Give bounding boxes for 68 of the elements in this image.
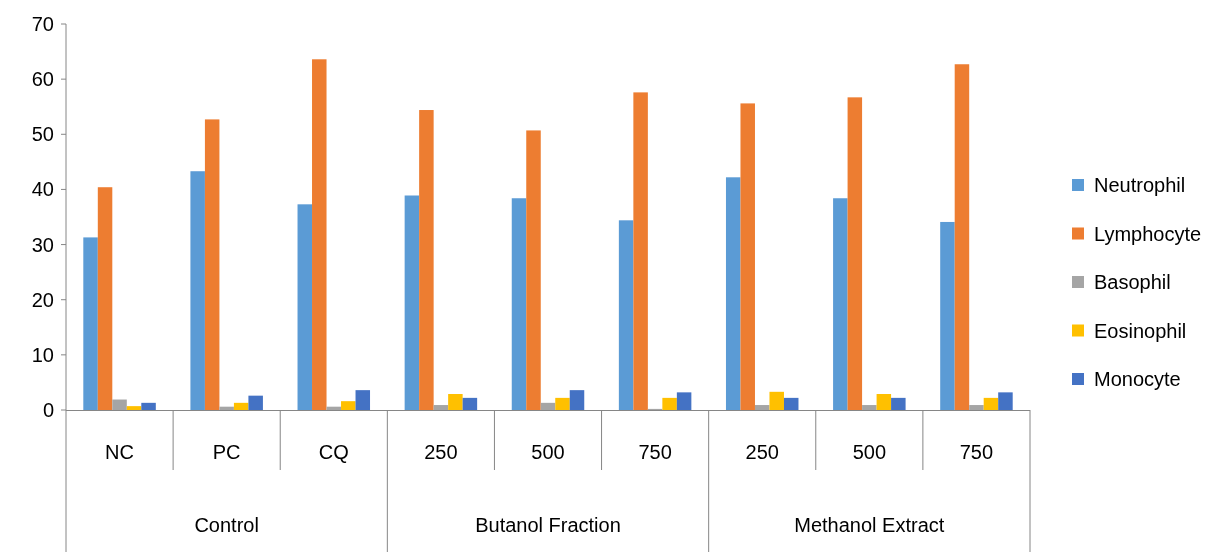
bar	[833, 198, 848, 410]
bar	[769, 391, 784, 410]
bar	[662, 397, 677, 410]
bar	[404, 195, 420, 410]
bar	[97, 187, 113, 410]
x-tick-label: 500	[531, 441, 565, 463]
bar	[341, 401, 356, 410]
bar	[725, 177, 741, 410]
x-tick-label: 250	[424, 441, 458, 463]
bar	[419, 110, 434, 410]
bar	[783, 397, 799, 410]
y-tick-label: 70	[31, 13, 54, 35]
x-tick-label: 250	[745, 441, 779, 463]
bar	[462, 397, 478, 410]
bar	[998, 392, 1013, 410]
bar	[754, 405, 770, 410]
bar	[112, 399, 127, 410]
x-tick-label: 500	[852, 441, 887, 463]
text: Butanol Fraction	[475, 514, 621, 536]
bar	[676, 392, 692, 410]
bar	[969, 405, 984, 410]
bar	[190, 171, 205, 410]
bar	[433, 405, 449, 410]
y-tick-label: 50	[31, 123, 54, 146]
x-tick-label: CQ	[318, 441, 349, 463]
bar	[954, 64, 970, 410]
text: Methanol Extract	[794, 514, 945, 536]
x-tick-label: PC	[212, 441, 241, 463]
bar	[740, 103, 755, 410]
bar	[618, 220, 634, 410]
legend-label: Monocyte	[1094, 368, 1181, 390]
y-tick-label: 30	[31, 233, 54, 256]
bar	[940, 221, 955, 410]
legend-label: Eosinophil	[1094, 319, 1187, 342]
bar	[862, 405, 877, 410]
bar	[355, 390, 371, 410]
bar	[312, 59, 327, 410]
bar	[297, 204, 313, 410]
legend-label: Neutrophil	[1094, 174, 1186, 196]
x-tick-label: 750	[638, 441, 672, 463]
legend-label: Basophil	[1094, 271, 1171, 293]
bar	[448, 394, 463, 410]
bar	[891, 397, 906, 410]
bar	[141, 402, 156, 410]
bar	[248, 395, 263, 410]
bar	[569, 390, 585, 410]
bar	[847, 97, 863, 410]
y-tick-label: 60	[31, 68, 54, 91]
y-tick-label: 40	[31, 178, 54, 201]
bar	[540, 402, 556, 410]
bar	[204, 119, 220, 410]
bar	[633, 92, 648, 410]
bar	[555, 397, 570, 410]
text: Control	[194, 514, 259, 536]
bar	[233, 402, 249, 410]
bar	[511, 198, 527, 410]
y-tick-label: 20	[31, 288, 54, 311]
y-tick-label: 0	[42, 399, 54, 421]
bar	[876, 394, 892, 410]
legend-label: Lymphocyte	[1094, 222, 1202, 245]
x-tick-label: 750	[959, 441, 994, 463]
bar	[526, 130, 541, 410]
bar	[126, 406, 142, 410]
y-tick-label: 10	[31, 343, 54, 366]
bar	[83, 237, 98, 410]
bar	[219, 406, 234, 410]
x-tick-label: NC	[105, 441, 134, 463]
bar	[983, 397, 999, 410]
